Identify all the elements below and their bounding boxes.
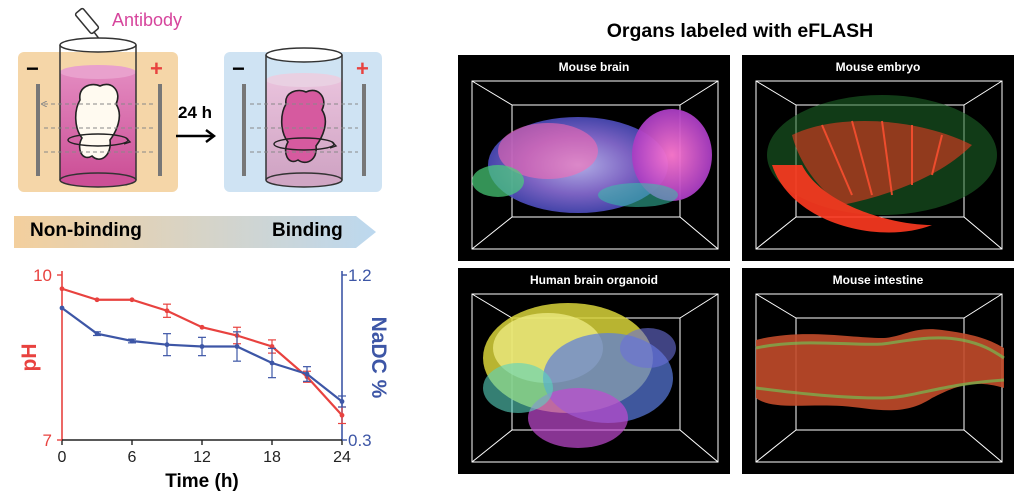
duration-label: 24 h xyxy=(178,103,212,122)
final-cylinder xyxy=(265,47,343,188)
right-y-tick-label: 0.3 xyxy=(348,431,372,450)
antibody-label: Antibody xyxy=(112,10,182,30)
non-binding-label: Non-binding xyxy=(30,220,142,241)
left-minus-sign: − xyxy=(26,56,39,81)
x-tick-label: 24 xyxy=(333,449,351,466)
x-tick-label: 6 xyxy=(128,449,137,466)
ph-data-point xyxy=(59,286,65,292)
ph-data-point xyxy=(129,297,135,303)
figure-title: Organs labeled with eFLASH xyxy=(606,20,874,42)
ph-nadc-chart: 0 6 12 18 24 Time (h) 7 10 pH 0.3 1.2 NaDC % xyxy=(18,266,390,492)
final-electric-field xyxy=(242,84,366,176)
panel-title: Mouse brain xyxy=(558,60,630,74)
ph-data-point xyxy=(339,412,345,418)
nadc-data-point xyxy=(304,371,310,377)
process-schematic: Antibody 24 h − + − + xyxy=(18,7,382,192)
mouse-brain-panel: Mouse brain xyxy=(458,55,730,261)
nadc-data-point xyxy=(269,360,275,366)
x-tick-label: 18 xyxy=(263,449,281,466)
x-tick-label: 0 xyxy=(58,449,67,466)
nadc-data-point xyxy=(199,344,205,349)
mouse-embryo-panel: Mouse embryo xyxy=(742,55,1014,261)
x-tick-label: 12 xyxy=(193,449,211,466)
binding-label: Binding xyxy=(272,220,343,241)
initial-electric-field xyxy=(36,84,162,176)
mouse-intestine-panel: Mouse intestine xyxy=(742,268,1014,474)
right-y-axis-title: NaDC % xyxy=(367,317,390,399)
nadc-data-point xyxy=(129,338,135,344)
panel-title: Mouse intestine xyxy=(832,273,924,287)
right-minus-sign: − xyxy=(232,56,245,81)
x-axis-title: Time (h) xyxy=(165,471,239,492)
ph-data-point xyxy=(269,344,275,349)
left-plus-sign: + xyxy=(150,56,163,81)
ph-data-point xyxy=(199,324,205,330)
left-y-tick-label: 7 xyxy=(43,431,52,450)
nadc-data-point xyxy=(339,399,345,404)
nadc-data-point xyxy=(59,305,65,311)
initial-cylinder xyxy=(59,37,137,188)
left-y-axis-title: pH xyxy=(18,344,41,372)
human-brain-organoid-panel: Human brain organoid xyxy=(458,268,730,474)
nadc-data-point xyxy=(234,344,240,349)
binding-gradient-bar: Non-binding Binding xyxy=(14,216,376,248)
nadc-data-point xyxy=(164,342,170,348)
left-y-tick-label: 10 xyxy=(33,266,52,285)
right-y-tick-label: 1.2 xyxy=(348,266,372,285)
ph-data-point xyxy=(164,308,170,314)
ph-data-point xyxy=(94,297,100,303)
panel-title: Human brain organoid xyxy=(529,273,658,287)
nadc-data-point xyxy=(94,331,100,337)
right-plus-sign: + xyxy=(356,56,369,81)
panel-title: Mouse embryo xyxy=(835,60,921,74)
